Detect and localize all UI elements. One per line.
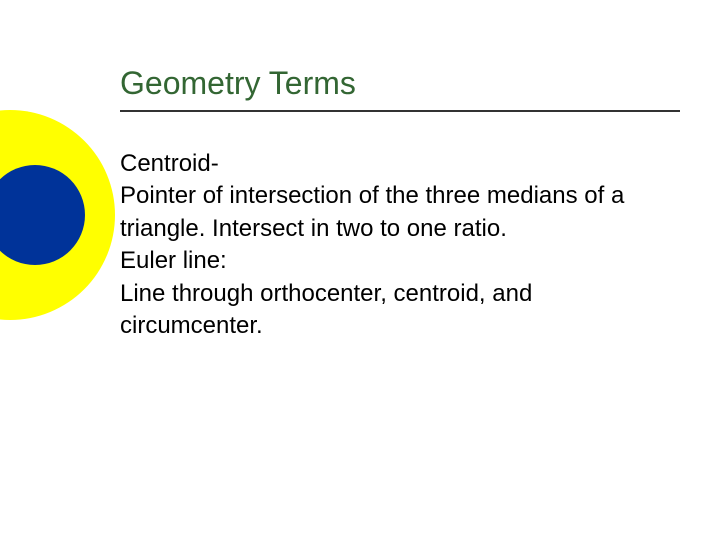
slide-title: Geometry Terms (120, 65, 680, 112)
term-1-definition: Pointer of intersection of the three med… (120, 180, 630, 245)
term-2-definition: Line through orthocenter, centroid, and … (120, 278, 630, 343)
slide-content: Geometry Terms Centroid- Pointer of inte… (120, 65, 680, 342)
slide-body: Centroid- Pointer of intersection of the… (120, 148, 630, 342)
term-1-name: Centroid- (120, 148, 630, 180)
term-2-name: Euler line: (120, 245, 630, 277)
